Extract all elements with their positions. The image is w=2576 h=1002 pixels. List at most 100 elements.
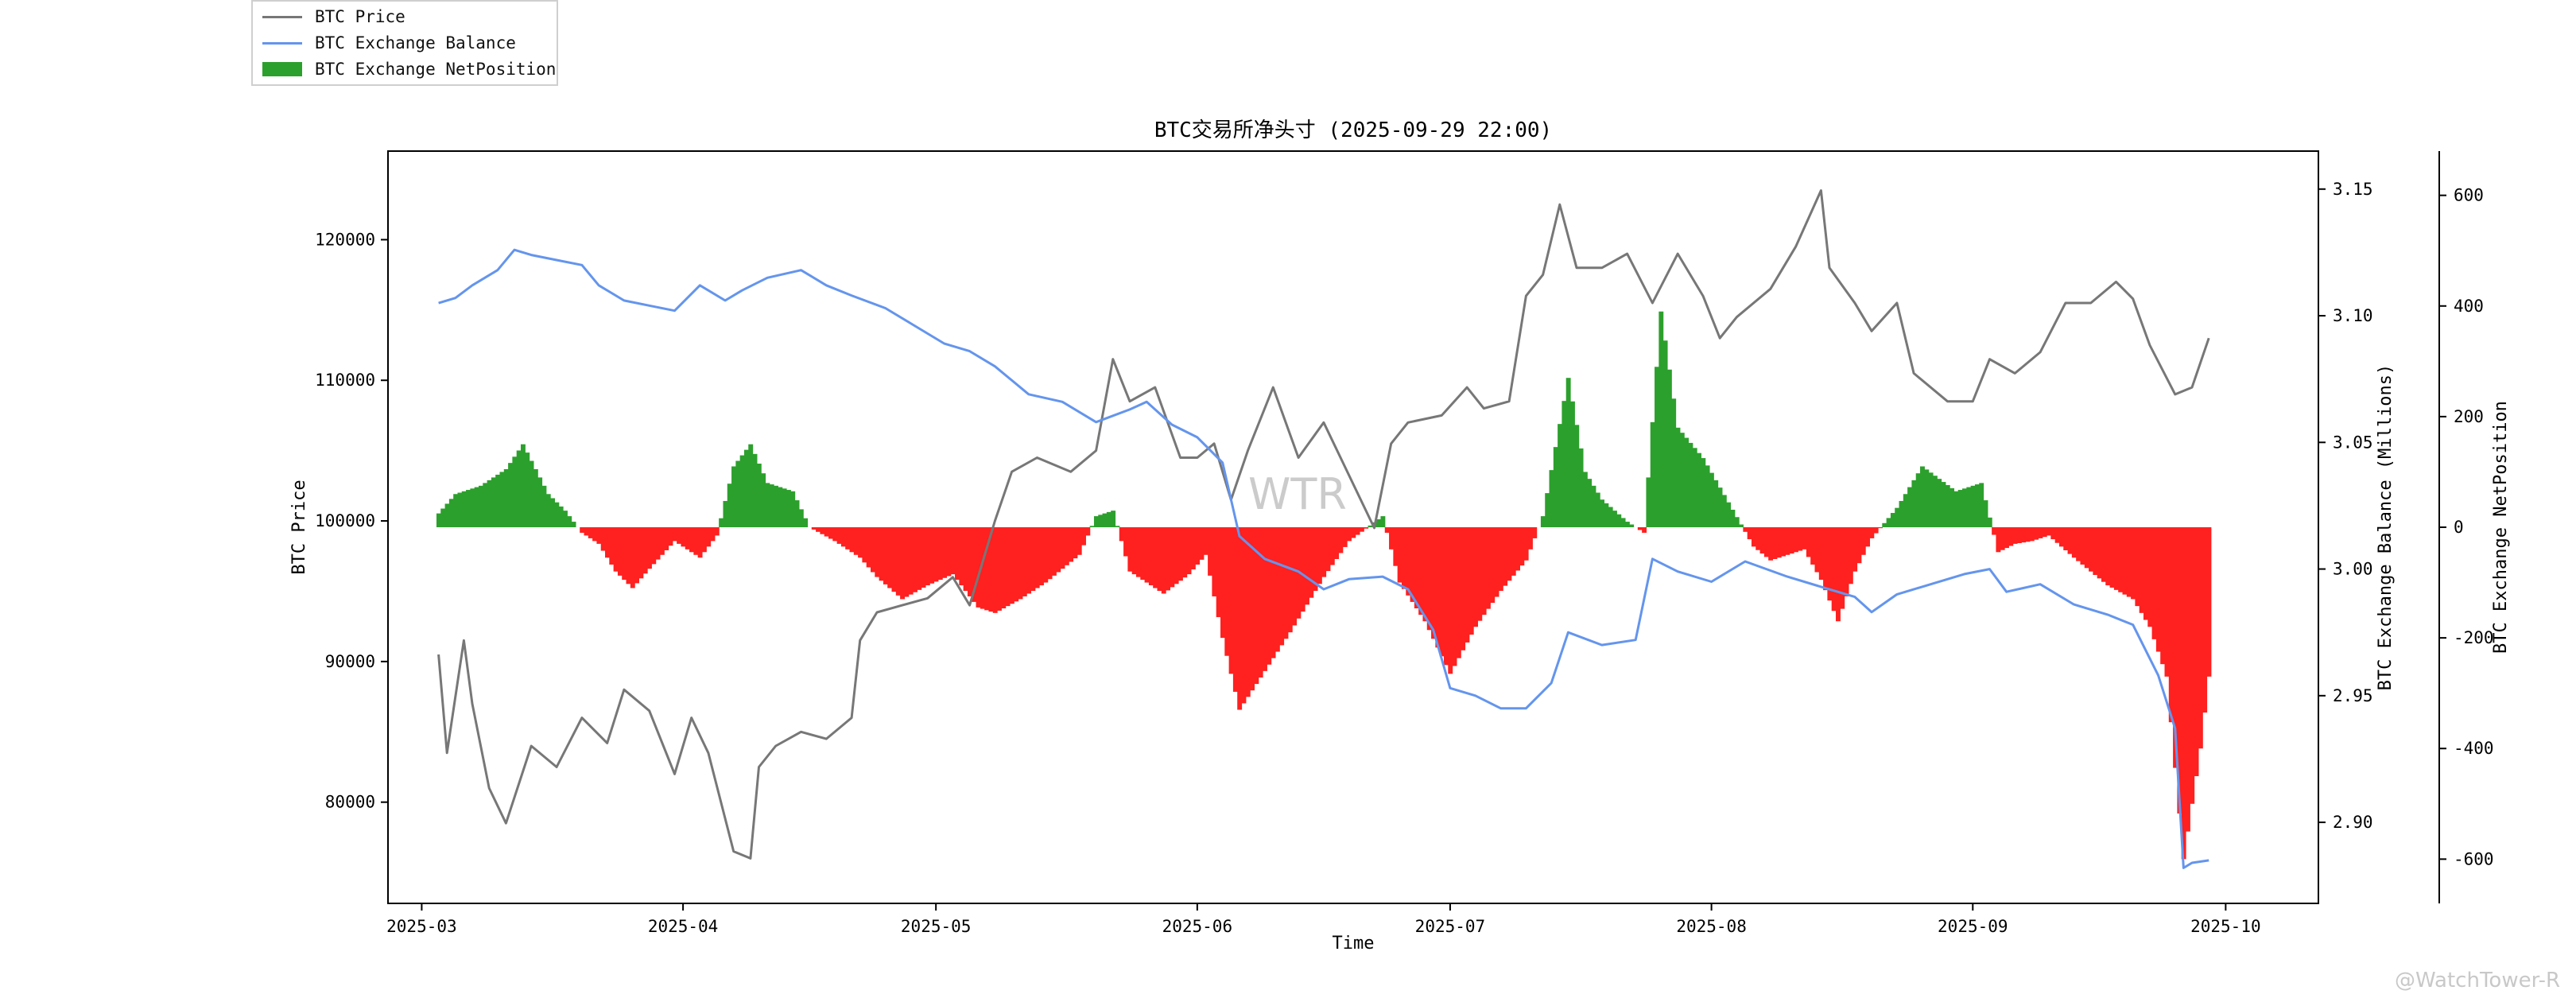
netposition-bar bbox=[1047, 527, 1053, 580]
netposition-bar bbox=[1203, 527, 1208, 555]
netposition-bar bbox=[1932, 476, 1938, 527]
netposition-bar bbox=[1595, 492, 1600, 527]
y-axis-right-netposition-label: BTC Exchange NetPosition bbox=[2491, 401, 2511, 654]
netposition-bar bbox=[1182, 527, 1188, 578]
balance-line-layer bbox=[438, 248, 2209, 869]
netposition-bar bbox=[550, 498, 556, 527]
netposition-bar bbox=[1637, 527, 1643, 530]
netposition-bar bbox=[2126, 527, 2132, 597]
netposition-bar bbox=[1785, 527, 1790, 555]
netposition-bar bbox=[1924, 469, 1930, 527]
netposition-bar bbox=[1494, 527, 1499, 597]
netposition-bar bbox=[2143, 527, 2148, 620]
netposition-bar bbox=[765, 483, 770, 527]
netposition-bar bbox=[1604, 503, 1609, 527]
netposition-bar bbox=[1945, 484, 1950, 527]
netposition-bar bbox=[782, 488, 787, 527]
netposition-bar bbox=[2029, 527, 2035, 542]
netposition-bar bbox=[946, 527, 952, 577]
y-right1-tick-label: 3.10 bbox=[2333, 306, 2373, 325]
netposition-bar bbox=[1540, 516, 1546, 527]
netposition-bar bbox=[992, 527, 998, 613]
netposition-bar bbox=[483, 483, 488, 527]
y-axis-right-balance: 2.90 2.95 3.00 3.05 3.10 3.15 bbox=[2318, 180, 2373, 832]
netposition-bar bbox=[2131, 527, 2136, 600]
netposition-bar bbox=[461, 491, 467, 527]
netposition-bar bbox=[1713, 480, 1719, 527]
netposition-bar bbox=[1089, 526, 1095, 527]
netposition-bar bbox=[836, 527, 842, 544]
netposition-bar bbox=[1069, 527, 1074, 562]
netposition-bar bbox=[1064, 527, 1069, 565]
netposition-bar bbox=[1452, 527, 1457, 666]
netposition-bar bbox=[558, 506, 564, 527]
legend-swatch-balance bbox=[262, 41, 302, 45]
netposition-bar bbox=[1532, 527, 1538, 538]
x-tick-label: 2025-07 bbox=[1415, 917, 1486, 936]
netposition-bar bbox=[1077, 527, 1082, 555]
netposition-bar bbox=[1166, 527, 1170, 591]
netposition-bar bbox=[887, 527, 893, 588]
netposition-bar bbox=[659, 527, 665, 555]
netposition-bar bbox=[1355, 527, 1360, 535]
netposition-bar bbox=[520, 444, 526, 527]
y-right2-tick-label: 400 bbox=[2454, 297, 2484, 316]
netposition-bar bbox=[921, 527, 926, 588]
netposition-bar bbox=[1195, 527, 1201, 565]
netposition-bar bbox=[2058, 527, 2064, 547]
netposition-bar bbox=[466, 490, 471, 527]
netposition-bar bbox=[1422, 527, 1428, 622]
netposition-bar bbox=[545, 494, 551, 527]
netposition-bar bbox=[525, 452, 530, 527]
netposition-bar bbox=[1208, 527, 1213, 576]
netposition-bar bbox=[1882, 522, 1887, 527]
netposition-bar bbox=[1465, 527, 1470, 643]
netposition-bar bbox=[997, 527, 1002, 611]
netposition-bar bbox=[1844, 527, 1849, 596]
netposition-bar bbox=[701, 527, 707, 553]
netposition-bar bbox=[1957, 490, 1963, 527]
netposition-bar bbox=[798, 509, 804, 527]
netposition-bar bbox=[1414, 527, 1419, 609]
netposition-bar bbox=[1802, 527, 1807, 550]
netposition-bar bbox=[1511, 527, 1516, 576]
netposition-bar bbox=[803, 518, 809, 527]
netposition-bar bbox=[2101, 527, 2106, 582]
netposition-bar bbox=[866, 527, 871, 568]
netposition-bar bbox=[1220, 527, 1225, 639]
netposition-bar bbox=[933, 527, 939, 582]
netposition-bar bbox=[1435, 527, 1441, 648]
netposition-bar bbox=[592, 527, 598, 542]
netposition-bar bbox=[714, 527, 720, 536]
netposition-bar bbox=[1574, 425, 1580, 527]
netposition-bar bbox=[1461, 527, 1466, 651]
netposition-bar bbox=[634, 527, 640, 584]
netposition-bar bbox=[1624, 522, 1630, 527]
netposition-bar bbox=[761, 473, 766, 527]
netposition-bar bbox=[1705, 465, 1710, 527]
netposition-bar bbox=[1827, 527, 1833, 601]
netposition-bar bbox=[1448, 527, 1453, 674]
netposition-bar bbox=[537, 477, 543, 527]
netposition-bar bbox=[1974, 484, 1980, 527]
netposition-bar bbox=[1553, 447, 1558, 527]
netposition-bar bbox=[2151, 527, 2157, 639]
netposition-bar bbox=[925, 527, 930, 586]
netposition-bar bbox=[811, 527, 817, 530]
netposition-bar bbox=[1776, 527, 1782, 558]
netposition-bar bbox=[2118, 527, 2124, 592]
netposition-bar bbox=[1709, 472, 1714, 527]
netposition-bar bbox=[596, 527, 602, 544]
x-tick-label: 2025-09 bbox=[1938, 917, 2008, 936]
netposition-bar bbox=[2080, 527, 2085, 565]
legend-swatch-netposition bbox=[262, 62, 302, 76]
legend-item-netposition: BTC Exchange NetPosition bbox=[262, 57, 556, 81]
netposition-bar bbox=[1616, 514, 1622, 527]
netposition-bar bbox=[2139, 527, 2144, 613]
y-right1-tick-label: 2.90 bbox=[2333, 813, 2373, 832]
center-watermark: WTR bbox=[1248, 469, 1347, 519]
netposition-bar bbox=[2042, 527, 2047, 538]
netposition-bar bbox=[1721, 495, 1727, 527]
netposition-bar bbox=[2105, 527, 2111, 586]
netposition-bar bbox=[1111, 511, 1116, 527]
